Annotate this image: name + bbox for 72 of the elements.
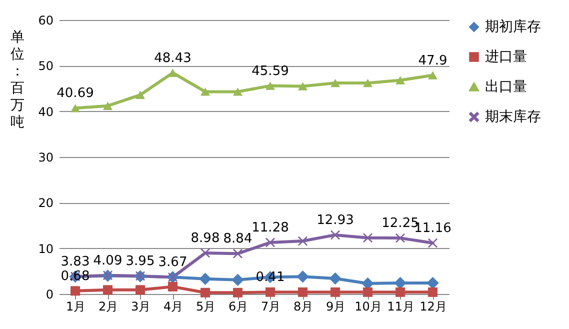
point [233, 88, 242, 96]
point [199, 272, 212, 286]
point [233, 248, 242, 258]
data-label: 47.9 [418, 53, 448, 68]
x-tick-label: 1月 [66, 300, 86, 314]
x-tick-label: 11月 [387, 300, 414, 314]
point [266, 238, 275, 248]
y-tick-label: 0 [46, 288, 54, 302]
point [103, 285, 112, 295]
data-label: 3.83 [60, 254, 90, 270]
point [428, 71, 438, 80]
x-tick-label: 4月 [163, 300, 184, 314]
point [396, 233, 405, 243]
y-tick-label: 30 [38, 150, 54, 164]
point [298, 287, 308, 297]
point [200, 88, 210, 96]
data-label: 0.68 [60, 268, 90, 284]
data-label: 11.28 [252, 220, 289, 236]
x-tick-label: 6月 [228, 300, 248, 314]
data-label: 48.43 [154, 50, 192, 66]
point [266, 82, 275, 90]
point [232, 274, 244, 286]
y-tick-label: 40 [38, 104, 54, 119]
point [428, 287, 438, 297]
point [330, 287, 340, 297]
point [233, 288, 242, 298]
y-tick-label: 50 [38, 59, 54, 74]
legend-label: 期初库存 [485, 19, 541, 35]
point [396, 287, 405, 297]
y-axis-title: 单位：百万吨 [10, 30, 24, 130]
data-label: 12.93 [316, 212, 354, 228]
x-tick-label: 5月 [196, 300, 216, 314]
x-tick-label: 9月 [326, 300, 346, 314]
point [298, 236, 308, 246]
point [70, 286, 80, 296]
point [428, 238, 438, 248]
x-tick-label: 12月 [420, 300, 447, 314]
point [363, 78, 372, 88]
point [330, 230, 340, 240]
legend-label: 出口量 [485, 79, 527, 95]
legend-label: 期末库存 [485, 109, 541, 125]
y-tick-label: 60 [38, 14, 54, 28]
legend-label: 进口量 [485, 49, 527, 65]
point [330, 78, 340, 88]
point [200, 248, 210, 258]
x-tick-label: 10月 [354, 300, 382, 314]
point [136, 90, 145, 99]
data-label: 4.09 [93, 253, 122, 268]
point [296, 270, 309, 283]
point [329, 272, 342, 285]
data-label: 3.95 [126, 254, 155, 269]
point [298, 82, 308, 90]
point [103, 102, 112, 110]
data-label: 3.67 [158, 255, 188, 270]
x-tick-label: 2月 [98, 300, 118, 314]
point [70, 104, 80, 112]
data-label: 8.98 [190, 230, 220, 246]
point [396, 76, 405, 84]
x-tick-label: 3月 [130, 300, 151, 314]
x-tick-label: 8月 [293, 300, 314, 314]
data-label: 8.84 [223, 232, 252, 247]
x-tick-label: 7月 [260, 300, 281, 314]
data-label: 40.69 [56, 86, 94, 102]
point [363, 233, 372, 243]
data-label: 45.59 [252, 64, 289, 79]
point [363, 287, 372, 297]
point [136, 285, 145, 295]
point [266, 287, 275, 297]
y-tick-label: 20 [38, 196, 54, 210]
y-tick-label: 10 [38, 242, 54, 256]
point [168, 282, 178, 292]
point [200, 288, 210, 298]
